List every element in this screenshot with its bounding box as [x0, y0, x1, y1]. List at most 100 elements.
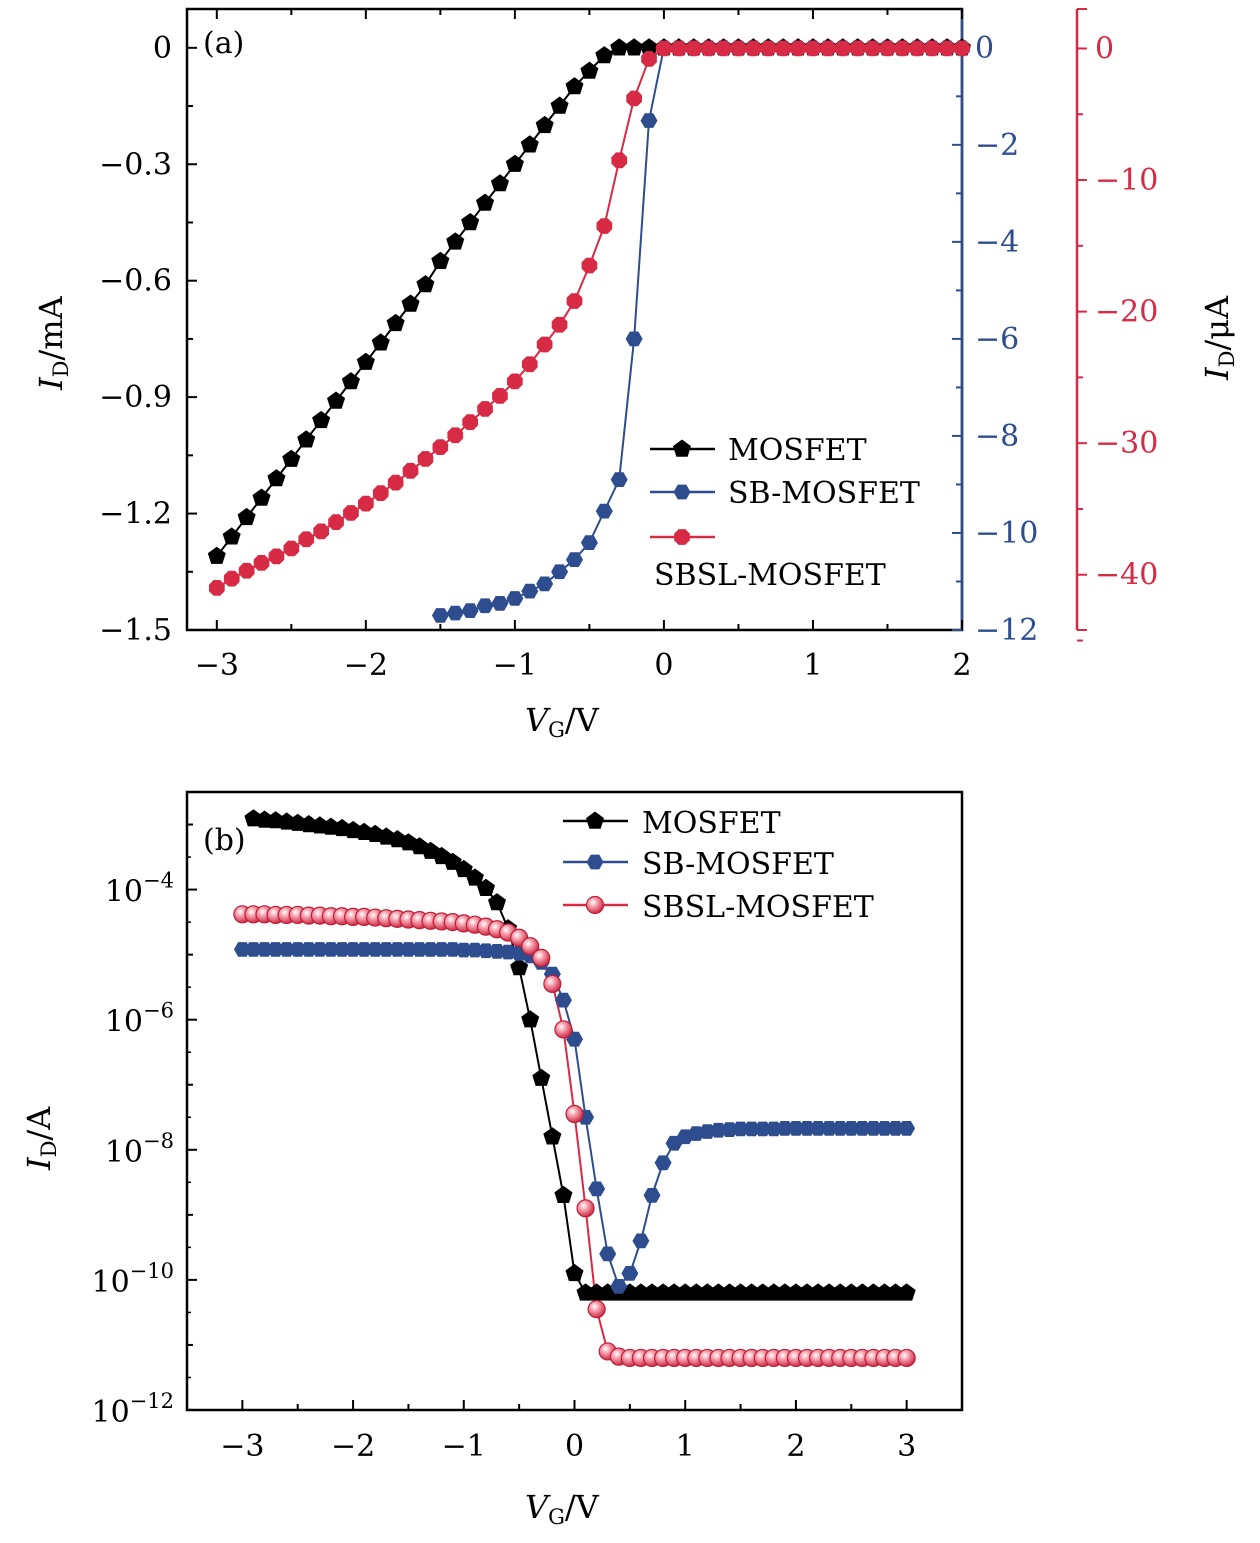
data-point-b-sb-mosfet — [399, 942, 417, 957]
data-point-a-sbsl-mosfet — [432, 439, 449, 455]
legend-b-marker-shape — [586, 811, 604, 829]
data-point-a-sbsl-mosfet — [521, 356, 538, 373]
data-point-a-sbsl-mosfet — [879, 40, 896, 57]
data-point-a-mosfet — [565, 77, 584, 95]
series-line-a-sb-mosfet — [440, 46, 962, 617]
data-point-a-sbsl-mosfet — [328, 514, 344, 530]
data-point-a-mosfet — [461, 213, 480, 231]
data-point-a-mosfet — [505, 154, 524, 172]
data-point-a-sbsl-mosfet — [313, 523, 329, 540]
data-point-a-sbsl-mosfet — [462, 414, 478, 430]
data-point-b-sb-mosfet — [233, 942, 251, 957]
data-point-b-mosfet — [543, 1127, 562, 1145]
y-ticks-blue-a: 0 −2 −4 −6 −8 −10 −12 — [952, 31, 1038, 648]
data-point-b-sb-mosfet — [599, 1246, 617, 1262]
data-point-a-sbsl-mosfet — [387, 474, 404, 491]
data-point-a-sb-mosfet — [580, 535, 598, 550]
data-point-a-sbsl-mosfet — [790, 40, 806, 57]
data-point-a-mosfet — [550, 96, 569, 114]
data-point-b-sb-mosfet — [300, 942, 318, 957]
data-point-b-sb-mosfet — [754, 1121, 772, 1137]
data-point-a-sb-mosfet — [521, 583, 539, 599]
x-tick-label-a: 2 — [952, 648, 971, 683]
data-point-b-mosfet — [521, 1010, 540, 1028]
series-b — [233, 809, 916, 1368]
data-point-a-sbsl-mosfet — [298, 531, 315, 548]
data-point-b-sb-mosfet — [444, 942, 462, 957]
data-point-a-sbsl-mosfet — [671, 40, 687, 57]
data-point-b-sb-mosfet — [654, 1155, 672, 1171]
legend-a-marker-sb — [673, 484, 691, 500]
legend-a-label-sb: SB-MOSFET — [728, 476, 920, 511]
x-tick-label-b: 2 — [786, 1429, 805, 1464]
y-tick-label-blue-a: −8 — [975, 419, 1019, 454]
data-point-a-sbsl-mosfet — [641, 51, 657, 67]
y-tick-label-blue-a: −6 — [975, 322, 1019, 357]
data-point-a-sbsl-mosfet — [924, 40, 940, 57]
data-point-a-sbsl-mosfet — [507, 373, 523, 390]
data-point-b-sb-mosfet — [377, 942, 395, 957]
y-ticks-b: 10−4 10−6 10−8 10−10 10−12 — [91, 791, 197, 1430]
data-point-b-sb-mosfet — [820, 1121, 838, 1136]
data-point-a-sb-mosfet — [566, 552, 583, 567]
data-point-b-sb-mosfet — [333, 942, 351, 957]
legend-a-marker-shape — [674, 529, 690, 545]
data-point-a-mosfet — [610, 38, 629, 56]
data-point-a-mosfet — [222, 527, 241, 545]
data-point-a-mosfet — [535, 115, 554, 134]
y-tick-label-b: 10−10 — [91, 1259, 174, 1300]
data-point-a-sbsl-mosfet — [238, 562, 255, 579]
data-point-b-sbsl-mosfet — [532, 948, 551, 967]
data-point-b-sbsl-mosfet — [521, 937, 540, 956]
data-point-b-sb-mosfet — [632, 1233, 650, 1249]
data-point-b-sb-mosfet — [244, 942, 262, 957]
data-point-b-mosfet — [476, 878, 495, 896]
data-point-b-sb-mosfet — [864, 1121, 882, 1136]
data-point-a-sbsl-mosfet — [864, 40, 881, 57]
data-point-a-sbsl-mosfet — [209, 580, 225, 596]
data-point-a-sbsl-mosfet — [849, 40, 866, 57]
data-point-b-sb-mosfet — [455, 942, 473, 958]
data-point-b-mosfet — [465, 868, 484, 886]
x-tick-label-b: −1 — [442, 1429, 486, 1464]
legend-a-marker-shape — [673, 484, 691, 500]
data-point-a-mosfet — [431, 251, 450, 269]
y-ticks-red-a: 0 −10 −20 −30 −40 — [1077, 8, 1158, 642]
data-point-a-mosfet — [252, 488, 271, 506]
data-point-a-sb-mosfet — [446, 605, 464, 621]
data-point-b-sbsl-mosfet — [576, 1199, 595, 1218]
data-point-a-sbsl-mosfet — [417, 451, 434, 467]
data-point-a-sbsl-mosfet — [626, 90, 642, 107]
x-tick-label-a: −3 — [195, 648, 239, 683]
y-tick-label-blue-a: −4 — [975, 225, 1019, 260]
data-point-b-sb-mosfet — [311, 942, 329, 957]
data-point-b-sb-mosfet — [433, 942, 451, 957]
data-point-a-sb-mosfet — [551, 564, 569, 580]
y-tick-label-red-a: −40 — [1095, 558, 1158, 593]
data-point-b-sb-mosfet — [267, 942, 285, 957]
data-point-b-sb-mosfet — [842, 1121, 860, 1136]
data-point-a-mosfet — [446, 232, 465, 250]
data-point-b-sb-mosfet — [787, 1121, 805, 1136]
data-point-a-mosfet — [640, 38, 659, 56]
data-point-a-sb-mosfet — [431, 608, 449, 623]
data-point-b-sb-mosfet — [776, 1121, 794, 1136]
data-point-b-sb-mosfet — [798, 1121, 816, 1136]
legend-b-label-sb: SB-MOSFET — [642, 847, 834, 882]
data-point-a-sbsl-mosfet — [283, 540, 300, 557]
data-point-b-sb-mosfet — [765, 1121, 783, 1137]
data-point-b-sbsl-mosfet — [587, 1300, 606, 1319]
panel-tag-b: (b) — [203, 823, 246, 858]
data-point-a-sbsl-mosfet — [775, 40, 791, 57]
plot-frame-b — [185, 790, 964, 1412]
data-point-b-mosfet — [565, 1263, 584, 1282]
data-point-a-sbsl-mosfet — [358, 495, 374, 512]
x-axis-title-a: VG/V — [525, 701, 600, 742]
legend-a-label-sbsl: SBSL-MOSFET — [654, 558, 886, 593]
data-point-a-mosfet — [341, 372, 360, 390]
data-point-a-sbsl-mosfet — [551, 316, 568, 333]
data-point-a-sbsl-mosfet — [760, 40, 777, 57]
data-point-a-sb-mosfet — [491, 596, 509, 611]
data-point-a-mosfet — [282, 449, 301, 467]
